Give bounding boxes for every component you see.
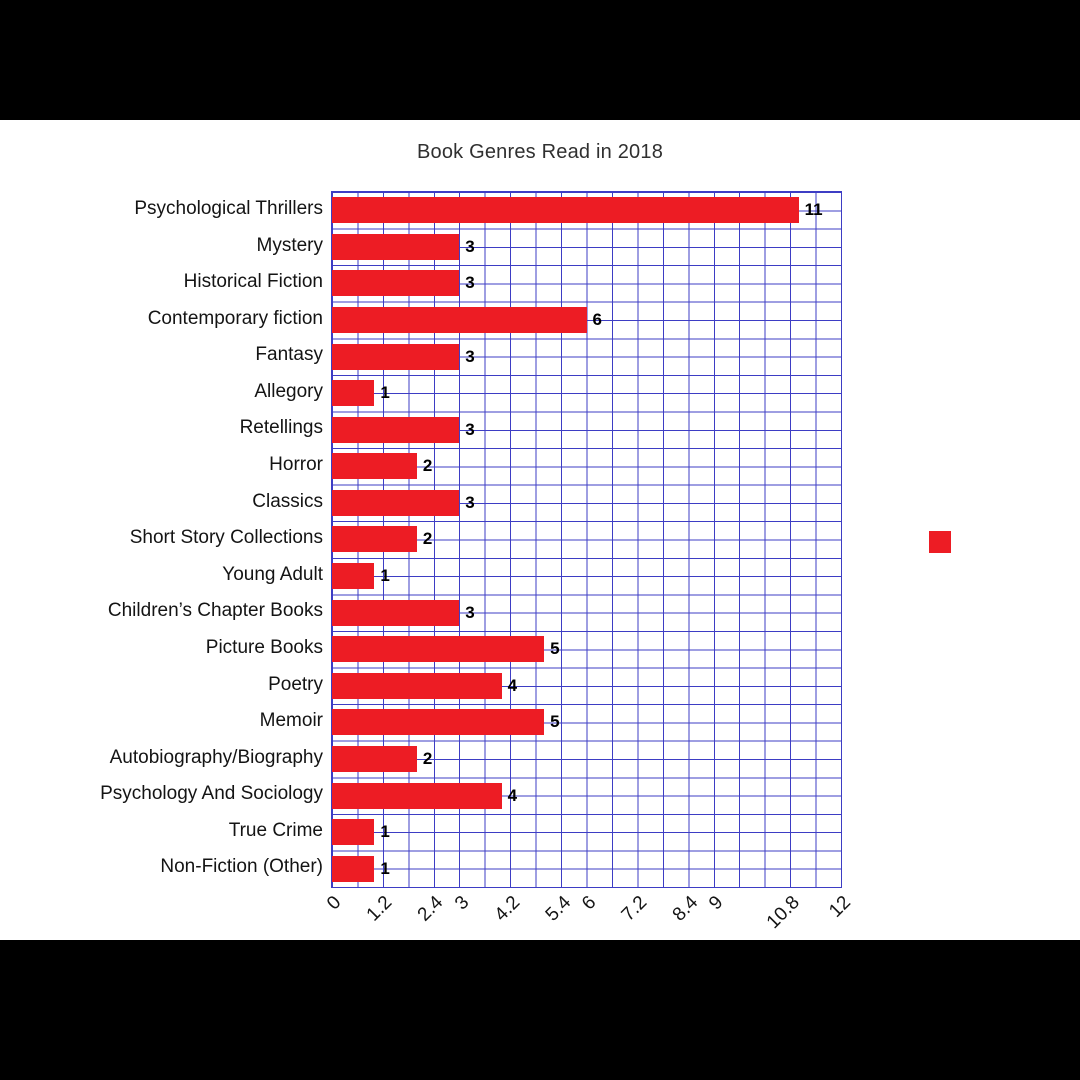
bar xyxy=(332,380,375,407)
bar xyxy=(332,745,417,772)
x-tick-label: 10.8 xyxy=(762,892,804,934)
bar-row: 3 xyxy=(332,229,841,266)
bar-value-label: 3 xyxy=(465,419,475,439)
category-label: Historical Fiction xyxy=(183,271,323,293)
bar-row: 1 xyxy=(332,850,841,887)
bar-value-label: 1 xyxy=(380,822,390,842)
x-tick-label: 4.2 xyxy=(490,892,525,926)
x-tick-label: 3 xyxy=(450,892,474,915)
bar-row: 5 xyxy=(332,631,841,668)
category-label: Picture Books xyxy=(205,636,323,658)
x-tick-label: 7.2 xyxy=(617,892,652,926)
x-tick-label: 12 xyxy=(825,892,855,922)
bar-value-label: 3 xyxy=(465,236,475,256)
bar-value-label: 4 xyxy=(507,785,518,805)
category-label: Psychological Thrillers xyxy=(134,198,323,219)
letterbox-bottom xyxy=(0,940,1080,1080)
chart-title: Book Genres Read in 2018 xyxy=(416,141,664,163)
bar xyxy=(332,416,460,443)
category-label: Allegory xyxy=(254,380,323,402)
bar-value-label: 2 xyxy=(422,456,433,476)
category-label: Children’s Chapter Books xyxy=(107,600,323,622)
category-label: Young Adult xyxy=(222,563,323,585)
category-label: Psychology And Sociology xyxy=(100,783,323,805)
bar-row: 3 xyxy=(332,265,841,302)
bar-row: 4 xyxy=(332,777,841,814)
category-label: Classics xyxy=(252,490,323,512)
bar-row: 2 xyxy=(332,521,841,558)
category-label: Fantasy xyxy=(255,344,323,366)
bar-row: 2 xyxy=(332,741,841,778)
category-label: Retellings xyxy=(239,417,323,439)
category-label: Horror xyxy=(269,454,323,476)
bar-value-label: 2 xyxy=(422,529,433,549)
bar-value-label: 4 xyxy=(507,675,518,695)
bar-row: 11 xyxy=(332,192,841,229)
bar-value-label: 11 xyxy=(804,200,823,220)
bar xyxy=(332,453,417,480)
x-tick-label: 1.2 xyxy=(363,892,397,926)
bar-row: 3 xyxy=(332,411,841,448)
x-tick-label: 2.4 xyxy=(414,892,448,926)
bar-value-label: 1 xyxy=(380,858,390,878)
bar xyxy=(332,782,502,809)
bar-value-label: 5 xyxy=(550,639,560,659)
bar-row: 3 xyxy=(332,594,841,631)
category-label: Autobiography/Biography xyxy=(109,746,323,768)
bar xyxy=(332,599,460,626)
legend-marker xyxy=(929,531,951,553)
bar-row: 2 xyxy=(332,448,841,485)
bar xyxy=(332,233,460,260)
letterbox-top xyxy=(0,0,1080,120)
category-label: True Crime xyxy=(228,819,323,841)
bar-row: 1 xyxy=(332,558,841,595)
x-tick-label: 0 xyxy=(323,892,346,915)
x-tick-label: 9 xyxy=(705,892,728,915)
bar xyxy=(332,672,502,699)
bar-value-label: 6 xyxy=(592,310,602,330)
bar-value-label: 3 xyxy=(465,492,475,512)
bar-row: 5 xyxy=(332,704,841,741)
category-label: Short Story Collections xyxy=(129,527,323,549)
bar xyxy=(332,855,375,882)
bar-value-label: 3 xyxy=(465,602,475,622)
bar xyxy=(332,526,417,553)
bar-value-label: 1 xyxy=(380,383,390,403)
bar-row: 3 xyxy=(332,338,841,375)
category-label: Non-Fiction (Other) xyxy=(160,856,323,878)
bar xyxy=(332,636,545,663)
x-tick-label: 6 xyxy=(578,892,601,915)
bar-value-label: 5 xyxy=(550,712,560,732)
bar xyxy=(332,307,587,334)
bar-row: 6 xyxy=(332,302,841,339)
plot-area: 11 3 3 6 3 1 3 2 3 2 1 3 5 4 5 2 4 1 1 xyxy=(331,191,842,888)
bar xyxy=(332,343,460,370)
bar-row: 1 xyxy=(332,375,841,412)
bar xyxy=(332,709,545,736)
bar xyxy=(332,489,460,516)
bar-row: 1 xyxy=(332,814,841,851)
bar-row: 4 xyxy=(332,668,841,705)
bar-value-label: 3 xyxy=(465,346,475,366)
bar xyxy=(332,270,460,297)
category-label: Contemporary fiction xyxy=(147,307,323,329)
bar-row: 3 xyxy=(332,485,841,522)
bar-value-label: 2 xyxy=(422,748,433,768)
bar xyxy=(332,819,375,846)
bar-value-label: 1 xyxy=(380,566,390,586)
chart-panel: Book Genres Read in 2018 Psychological T… xyxy=(0,120,1080,940)
category-label: Memoir xyxy=(259,710,323,732)
x-tick-label: 5.4 xyxy=(541,892,575,926)
category-label: Mystery xyxy=(256,234,324,256)
bar-value-label: 3 xyxy=(465,273,475,293)
bar xyxy=(332,563,375,590)
bar xyxy=(332,197,799,224)
category-labels: Psychological Thrillers Mystery Historical… xyxy=(18,191,323,886)
x-tick-label: 8.4 xyxy=(668,892,703,926)
category-label: Poetry xyxy=(268,673,323,695)
